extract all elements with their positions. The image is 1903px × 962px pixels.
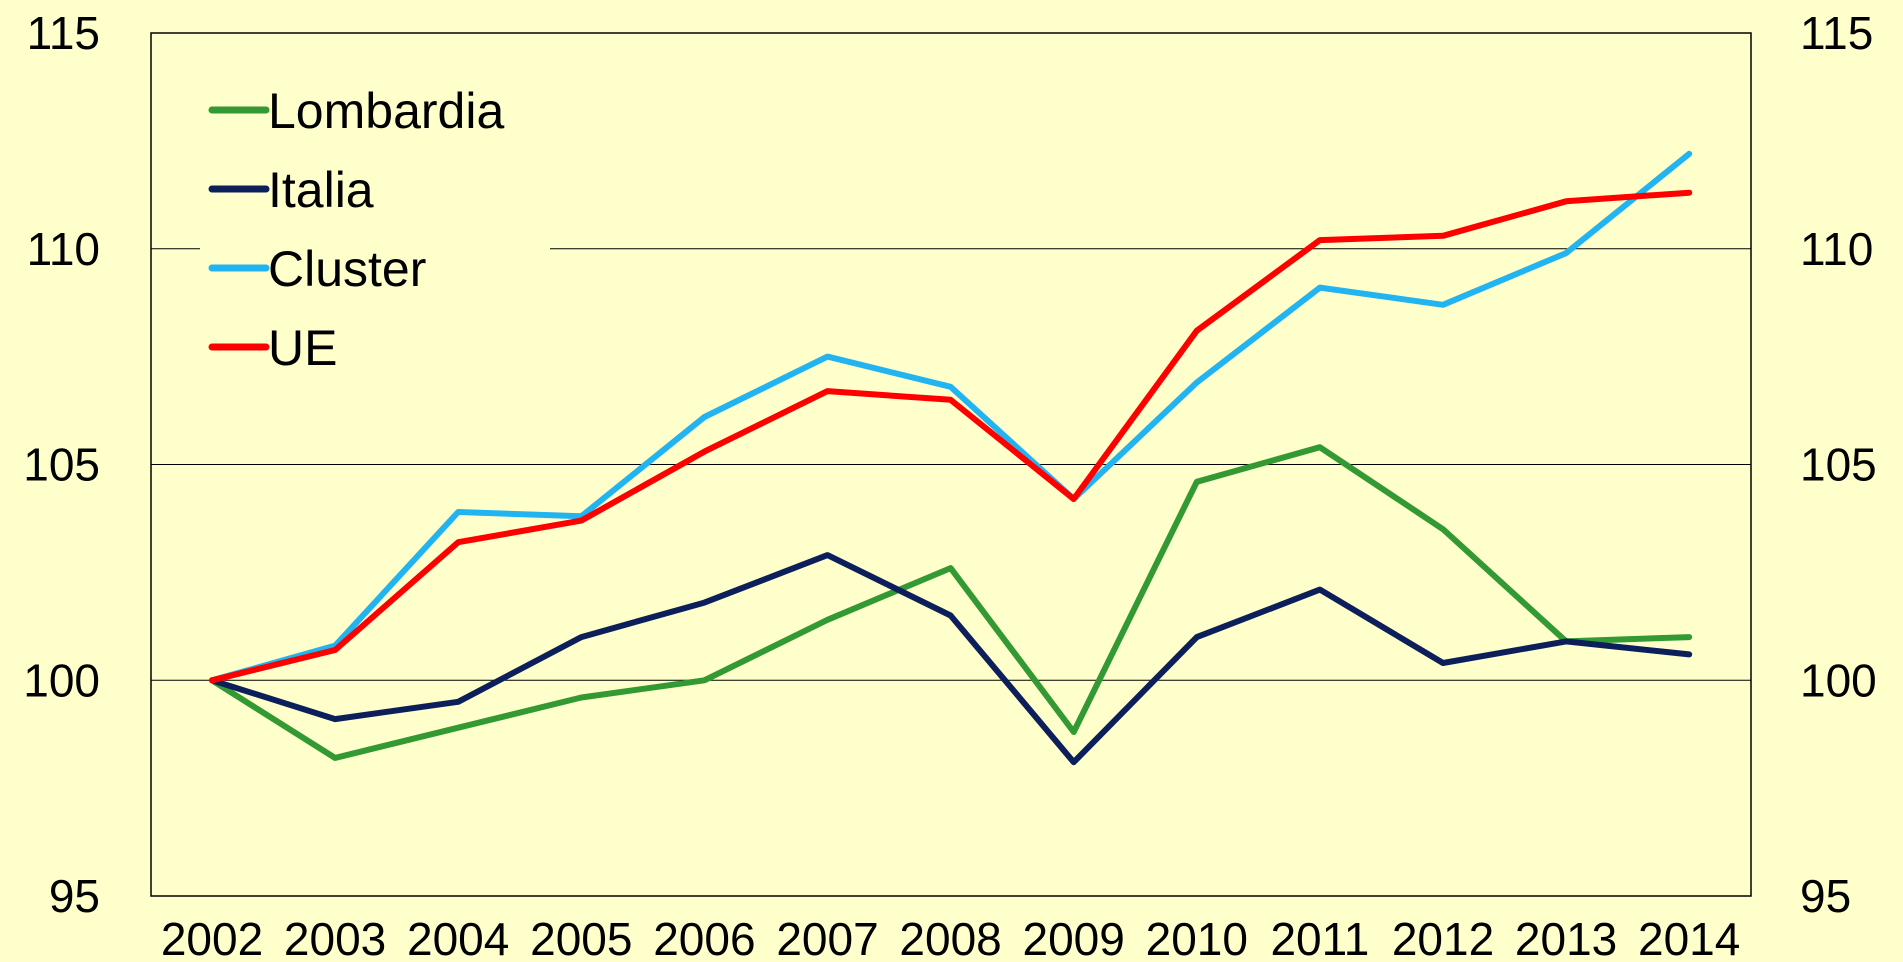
series-line-lombardia (209, 444, 1693, 761)
legend-label-cluster: Cluster (268, 241, 426, 297)
legend-label-italia: Italia (268, 162, 374, 218)
series-line-cluster (209, 150, 1693, 684)
x-tick-2013: 2013 (1515, 913, 1617, 962)
y-tick-right-100: 100 (1800, 654, 1877, 706)
y-tick-right-110: 110 (1800, 223, 1873, 275)
x-tick-2012: 2012 (1392, 913, 1494, 962)
series-line-ue (209, 189, 1693, 684)
x-tick-2002: 2002 (161, 913, 263, 962)
y-tick-right-95: 95 (1800, 870, 1851, 922)
legend-background (200, 80, 550, 380)
series-line-italia (209, 552, 1693, 766)
y-tick-left-115: 115 (27, 7, 100, 59)
x-tick-2010: 2010 (1146, 913, 1248, 962)
y-tick-left-105: 105 (23, 439, 100, 491)
y-tick-left-100: 100 (23, 654, 100, 706)
y-axis-right: 95 100 105 110 115 (1800, 7, 1877, 922)
x-axis: 2002 2003 2004 2005 2006 2007 2008 2009 2010 2011… (161, 913, 1741, 962)
x-tick-2009: 2009 (1023, 913, 1125, 962)
series-lines (209, 150, 1693, 766)
x-tick-2011: 2011 (1270, 913, 1369, 962)
x-tick-2004: 2004 (407, 913, 509, 962)
x-tick-2008: 2008 (899, 913, 1001, 962)
x-tick-2005: 2005 (530, 913, 632, 962)
y-tick-left-95: 95 (49, 870, 100, 922)
y-tick-left-110: 110 (27, 223, 100, 275)
y-tick-right-105: 105 (1800, 439, 1877, 491)
legend-box (200, 80, 550, 380)
legend-label-ue: UE (268, 320, 337, 376)
x-tick-2007: 2007 (776, 913, 878, 962)
x-tick-2003: 2003 (284, 913, 386, 962)
legend-label-lombardia: Lombardia (268, 83, 504, 139)
x-tick-2014: 2014 (1638, 913, 1740, 962)
y-axis-left: 95 100 105 110 115 (23, 7, 100, 922)
x-tick-2006: 2006 (653, 913, 755, 962)
legend: Lombardia Italia Cluster UE (208, 83, 504, 376)
y-tick-right-115: 115 (1800, 7, 1873, 59)
